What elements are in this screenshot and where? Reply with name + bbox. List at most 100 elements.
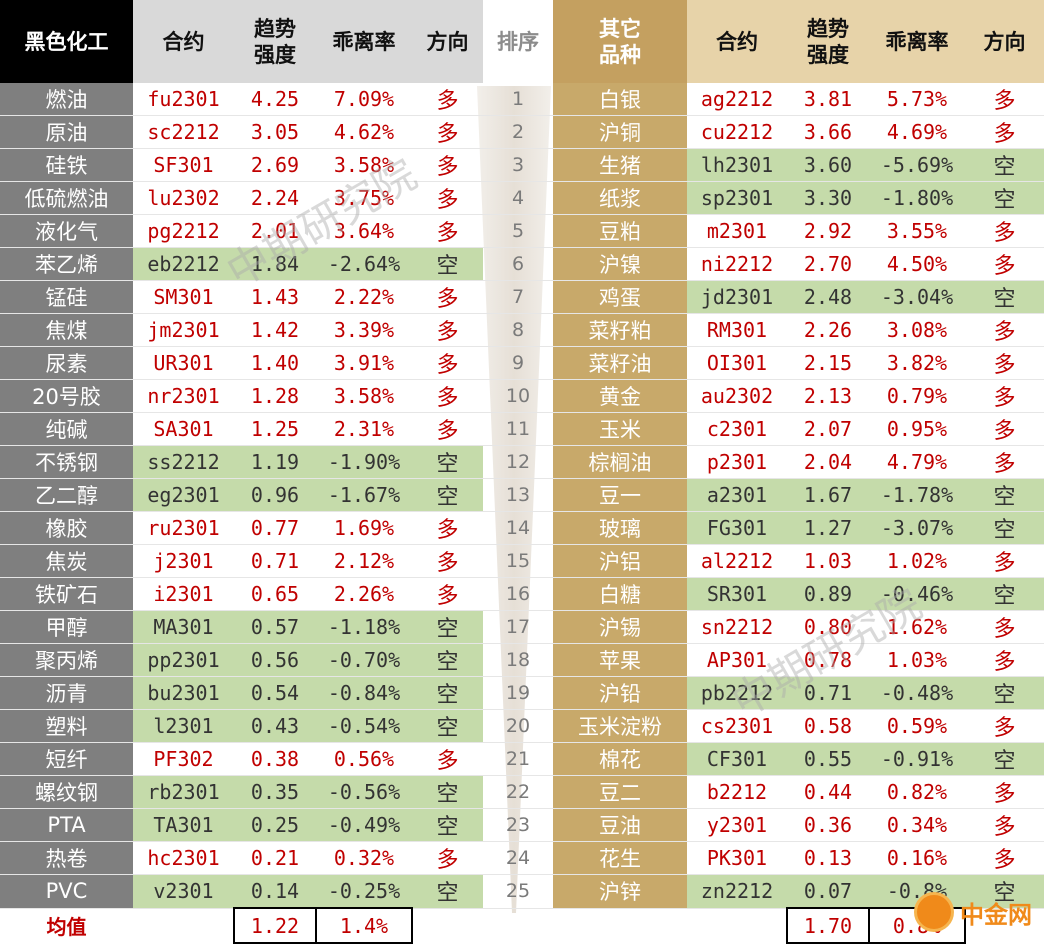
left-strength-cell: 1.84	[234, 247, 316, 281]
left-direction-cell: 空	[412, 643, 483, 677]
right-strength-cell: 0.44	[787, 775, 869, 809]
right-variety-name: 沪镍	[553, 247, 687, 281]
right-deviation-cell: 0.82%	[869, 775, 965, 809]
left-deviation-cell: -0.49%	[316, 808, 412, 842]
rank-cell: 16	[483, 577, 553, 611]
left-contract-cell: SA301	[133, 412, 234, 446]
right-strength-cell: 1.67	[787, 478, 869, 512]
table-row: 20号胶 nr2301 1.28 3.58% 多 10 黄金 au2302 2.13 0.79% 多	[0, 379, 1044, 413]
left-strength-cell: 0.57	[234, 610, 316, 644]
table-row: 乙二醇 eg2301 0.96 -1.67% 空 13 豆一 a2301 1.67 -1.78% 空	[0, 478, 1044, 512]
right-direction-cell: 空	[965, 577, 1044, 611]
right-variety-name: 沪铅	[553, 676, 687, 710]
right-direction-cell: 空	[965, 874, 1044, 909]
left-variety-name: 苯乙烯	[0, 247, 133, 281]
right-deviation-cell: 0.95%	[869, 412, 965, 446]
left-deviation-cell: 2.22%	[316, 280, 412, 314]
left-deviation-cell: -0.56%	[316, 775, 412, 809]
right-strength-cell: 3.60	[787, 148, 869, 182]
left-variety-name: 液化气	[0, 214, 133, 248]
left-variety-name: 焦炭	[0, 544, 133, 578]
right-direction-cell: 多	[965, 544, 1044, 578]
right-contract-cell: PK301	[687, 841, 787, 875]
left-contract-cell: l2301	[133, 709, 234, 743]
right-direction-cell: 多	[965, 214, 1044, 248]
table-row: PTA TA301 0.25 -0.49% 空 23 豆油 y2301 0.36 0.34% 多	[0, 808, 1044, 842]
right-variety-name: 花生	[553, 841, 687, 875]
left-average-deviation: 1.4%	[315, 907, 413, 944]
right-strength-cell: 2.13	[787, 379, 869, 413]
rank-cell: 19	[483, 676, 553, 710]
left-direction-cell: 空	[412, 610, 483, 644]
right-variety-name: 白银	[553, 83, 687, 116]
left-deviation-cell: 3.39%	[316, 313, 412, 347]
right-strength-cell: 0.36	[787, 808, 869, 842]
left-deviation-cell: 7.09%	[316, 83, 412, 116]
right-strength-cell: 0.80	[787, 610, 869, 644]
left-strength-cell: 4.25	[234, 83, 316, 116]
left-strength-cell: 1.40	[234, 346, 316, 380]
right-contract-cell: RM301	[687, 313, 787, 347]
right-deviation-cell: -3.04%	[869, 280, 965, 314]
table-row: 纯碱 SA301 1.25 2.31% 多 11 玉米 c2301 2.07 0.95% 多	[0, 412, 1044, 446]
left-direction-cell: 空	[412, 247, 483, 281]
rank-cell: 12	[483, 445, 553, 479]
left-contract-cell: pp2301	[133, 643, 234, 677]
left-strength-cell: 0.25	[234, 808, 316, 842]
right-strength-cell: 2.92	[787, 214, 869, 248]
left-direction-cell: 空	[412, 775, 483, 809]
table-row: 锰硅 SM301 1.43 2.22% 多 7 鸡蛋 jd2301 2.48 -3.04% 空	[0, 280, 1044, 314]
right-variety-name: 玉米	[553, 412, 687, 446]
average-spacer	[687, 908, 787, 943]
rank-header: 排序	[483, 0, 553, 83]
left-strength-cell: 0.56	[234, 643, 316, 677]
right-strength-cell: 3.81	[787, 83, 869, 116]
right-deviation-cell: 0.34%	[869, 808, 965, 842]
right-variety-name: 黄金	[553, 379, 687, 413]
right-contract-cell: cu2212	[687, 115, 787, 149]
left-variety-name: 燃油	[0, 83, 133, 116]
table-row: 甲醇 MA301 0.57 -1.18% 空 17 沪锡 sn2212 0.80 1.62% 多	[0, 610, 1044, 644]
left-deviation-cell: 4.62%	[316, 115, 412, 149]
right-strength-cell: 2.07	[787, 412, 869, 446]
right-strength-cell: 0.55	[787, 742, 869, 776]
left-direction-cell: 空	[412, 709, 483, 743]
right-contract-cell: CF301	[687, 742, 787, 776]
left-contract-cell: v2301	[133, 874, 234, 909]
right-deviation-cell: 0.16%	[869, 841, 965, 875]
left-strength-cell: 2.01	[234, 214, 316, 248]
left-strength-cell: 1.43	[234, 280, 316, 314]
table-row: 不锈钢 ss2212 1.19 -1.90% 空 12 棕榈油 p2301 2.04 4.79% 多	[0, 445, 1044, 479]
table-row: 硅铁 SF301 2.69 3.58% 多 3 生猪 lh2301 3.60 -5.69% 空	[0, 148, 1044, 182]
left-variety-name: 原油	[0, 115, 133, 149]
logo-name: 中金网	[960, 900, 1032, 929]
left-deviation-cell: -0.84%	[316, 676, 412, 710]
right-contract-cell: sn2212	[687, 610, 787, 644]
left-variety-name: PTA	[0, 808, 133, 842]
rank-cell: 6	[483, 247, 553, 281]
right-variety-name: 豆油	[553, 808, 687, 842]
rank-cell: 4	[483, 181, 553, 215]
left-strength-cell: 0.21	[234, 841, 316, 875]
right-variety-name: 苹果	[553, 643, 687, 677]
left-contract-cell: TA301	[133, 808, 234, 842]
rank-cell: 20	[483, 709, 553, 743]
left-strength-cell: 1.19	[234, 445, 316, 479]
left-variety-name: 硅铁	[0, 148, 133, 182]
header-row: 黑色化工 合约 趋势 强度 乖离率 方向 排序 其它 品种 合约 趋势 强度 乖…	[0, 0, 1044, 83]
left-direction-cell: 多	[412, 841, 483, 875]
right-deviation-cell: 3.08%	[869, 313, 965, 347]
right-variety-name: 纸浆	[553, 181, 687, 215]
left-variety-name: PVC	[0, 874, 133, 909]
left-direction-cell: 多	[412, 181, 483, 215]
right-direction-cell: 多	[965, 379, 1044, 413]
right-deviation-cell: 0.59%	[869, 709, 965, 743]
right-contract-cell: OI301	[687, 346, 787, 380]
table-row: 铁矿石 i2301 0.65 2.26% 多 16 白糖 SR301 0.89 -0.46% 空	[0, 577, 1044, 611]
left-deviation-cell: -1.90%	[316, 445, 412, 479]
right-strength-cell: 2.15	[787, 346, 869, 380]
left-direction-cell: 多	[412, 511, 483, 545]
rank-cell: 13	[483, 478, 553, 512]
right-deviation-cell: 4.69%	[869, 115, 965, 149]
table-row: 螺纹钢 rb2301 0.35 -0.56% 空 22 豆二 b2212 0.44 0.82% 多	[0, 775, 1044, 809]
